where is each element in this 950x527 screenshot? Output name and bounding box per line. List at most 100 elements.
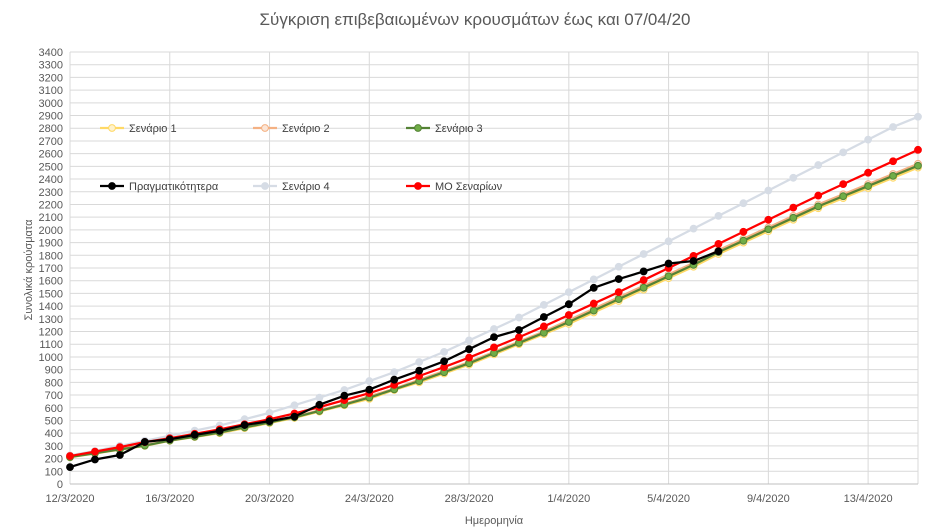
legend-swatch-marker bbox=[261, 124, 269, 132]
y-tick-label: 1600 bbox=[39, 276, 63, 288]
series-line bbox=[69, 148, 919, 458]
series-layer bbox=[66, 112, 922, 472]
y-tick-label: 500 bbox=[45, 415, 63, 427]
chart-title: Σύγκριση επιβεβαιωμένων κρουσμάτων έως κ… bbox=[260, 10, 691, 29]
y-tick-label: 1400 bbox=[39, 301, 63, 313]
legend-label: Πραγματικότητερα bbox=[129, 181, 219, 193]
data-point bbox=[340, 391, 349, 400]
y-tick-label: 2900 bbox=[39, 111, 63, 123]
data-point bbox=[490, 325, 498, 333]
data-point bbox=[140, 438, 149, 446]
data-point bbox=[789, 173, 798, 182]
data-point bbox=[190, 430, 199, 439]
data-point bbox=[814, 161, 823, 169]
data-point bbox=[789, 213, 798, 222]
data-point bbox=[639, 276, 648, 284]
x-tick-label: 1/4/2020 bbox=[547, 493, 590, 505]
series-4 bbox=[66, 247, 723, 472]
data-point bbox=[66, 463, 74, 472]
y-tick-label: 200 bbox=[45, 454, 63, 466]
y-tick-label: 2700 bbox=[39, 136, 63, 148]
y-tick-label: 2400 bbox=[39, 174, 63, 186]
data-point bbox=[539, 328, 548, 337]
data-point bbox=[864, 168, 873, 177]
data-point bbox=[639, 267, 648, 276]
data-point bbox=[215, 426, 224, 435]
data-point bbox=[465, 336, 473, 345]
data-point bbox=[689, 224, 698, 233]
y-axis-ticks: 0100200300400500600700800900100011001200… bbox=[39, 47, 63, 491]
data-point bbox=[564, 318, 573, 326]
data-point bbox=[290, 412, 299, 421]
data-point bbox=[564, 311, 573, 319]
y-tick-label: 3400 bbox=[39, 47, 63, 59]
data-point bbox=[240, 421, 249, 429]
x-tick-label: 12/3/2020 bbox=[46, 493, 95, 505]
y-tick-label: 0 bbox=[57, 479, 63, 491]
data-point bbox=[265, 417, 274, 426]
data-point bbox=[639, 283, 648, 292]
data-point bbox=[914, 161, 922, 170]
y-axis-title: Συνολικά κρούσματα bbox=[23, 219, 35, 321]
y-tick-label: 1200 bbox=[39, 327, 63, 339]
y-tick-label: 900 bbox=[45, 365, 63, 377]
x-axis-title: Ημερομηνία bbox=[465, 515, 524, 527]
legend-label: Σενάριο 1 bbox=[129, 123, 177, 135]
data-point bbox=[165, 435, 174, 444]
data-point bbox=[814, 202, 823, 211]
data-point bbox=[515, 326, 523, 334]
data-point bbox=[315, 400, 324, 409]
data-point bbox=[714, 239, 723, 248]
data-point bbox=[614, 295, 623, 304]
data-point bbox=[864, 182, 873, 190]
legend-item: ΜΟ Σεναρίων bbox=[406, 181, 503, 193]
legend-label: Σενάριο 4 bbox=[282, 181, 330, 193]
y-tick-label: 1000 bbox=[39, 352, 63, 364]
data-point bbox=[91, 447, 99, 456]
legend: Σενάριο 1 Σενάριο 2 Σενάριο 3 Πραγματικότητ… bbox=[100, 123, 503, 193]
data-point bbox=[689, 257, 698, 265]
data-point bbox=[764, 186, 773, 195]
y-tick-label: 1500 bbox=[39, 288, 63, 300]
x-tick-label: 24/3/2020 bbox=[345, 493, 394, 505]
data-point bbox=[839, 148, 848, 157]
x-axis-ticks: 12/3/2020 16/3/2020 20/3/2020 24/3/2020 28/3… bbox=[46, 493, 893, 505]
data-point bbox=[490, 343, 498, 352]
y-tick-label: 700 bbox=[45, 390, 63, 402]
data-point bbox=[589, 299, 598, 308]
data-point bbox=[91, 455, 99, 464]
legend-swatch-marker bbox=[261, 182, 269, 190]
x-tick-label: 5/4/2020 bbox=[647, 493, 690, 505]
data-point bbox=[390, 368, 399, 377]
data-point bbox=[365, 385, 374, 394]
data-point bbox=[465, 345, 473, 354]
data-point bbox=[564, 288, 573, 297]
y-tick-label: 2500 bbox=[39, 161, 63, 173]
data-point bbox=[290, 401, 299, 410]
data-point bbox=[440, 357, 449, 366]
data-point bbox=[814, 191, 823, 200]
data-point bbox=[739, 236, 748, 245]
y-tick-label: 300 bbox=[45, 441, 63, 453]
x-tick-label: 28/3/2020 bbox=[445, 493, 494, 505]
data-point bbox=[315, 393, 324, 402]
y-tick-label: 2300 bbox=[39, 187, 63, 199]
data-point bbox=[539, 322, 548, 331]
data-point bbox=[515, 313, 523, 322]
legend-item: Σενάριο 1 bbox=[100, 123, 177, 135]
data-point bbox=[115, 451, 124, 459]
x-tick-label: 9/4/2020 bbox=[747, 493, 790, 505]
y-tick-label: 1100 bbox=[39, 339, 63, 351]
y-tick-label: 400 bbox=[45, 428, 63, 440]
data-point bbox=[714, 212, 723, 220]
data-point bbox=[639, 250, 648, 258]
legend-item: Σενάριο 2 bbox=[253, 123, 330, 135]
series-6 bbox=[66, 145, 922, 460]
data-point bbox=[115, 443, 124, 452]
data-point bbox=[415, 358, 424, 366]
series-line bbox=[69, 115, 919, 457]
data-point bbox=[664, 259, 673, 268]
y-tick-label: 2100 bbox=[39, 212, 63, 224]
y-tick-label: 3200 bbox=[39, 72, 63, 84]
